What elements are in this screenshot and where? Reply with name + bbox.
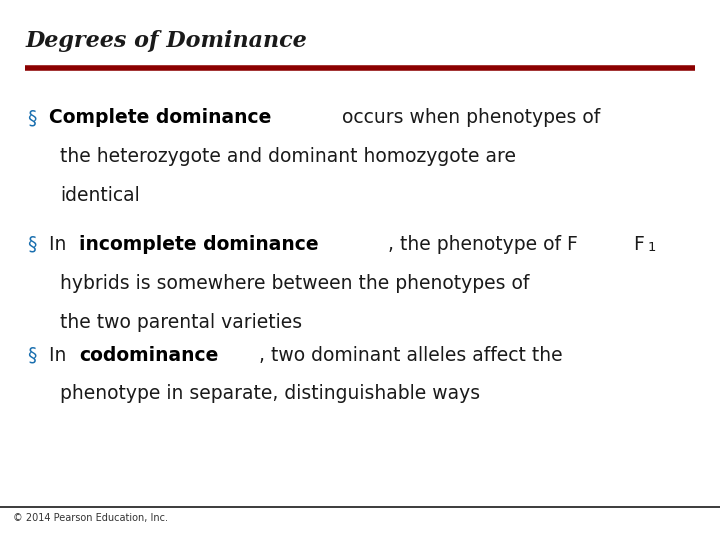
Text: Degrees of Dominance: Degrees of Dominance: [25, 30, 307, 52]
Text: §: §: [27, 108, 37, 127]
Text: codominance: codominance: [79, 346, 218, 365]
Text: 1: 1: [647, 241, 656, 254]
Text: the two parental varieties: the two parental varieties: [60, 313, 302, 332]
Text: the heterozygote and dominant homozygote are: the heterozygote and dominant homozygote…: [60, 147, 516, 166]
Text: In: In: [49, 346, 72, 365]
Text: , two dominant alleles affect the: , two dominant alleles affect the: [259, 346, 562, 365]
Text: incomplete dominance: incomplete dominance: [79, 235, 319, 254]
Text: F: F: [634, 235, 644, 254]
Text: occurs when phenotypes of: occurs when phenotypes of: [336, 108, 600, 127]
Text: §: §: [27, 346, 37, 365]
Text: identical: identical: [60, 186, 140, 205]
Text: hybrids is somewhere between the phenotypes of: hybrids is somewhere between the phenoty…: [60, 274, 529, 293]
Text: Complete dominance: Complete dominance: [49, 108, 271, 127]
Text: In: In: [49, 235, 72, 254]
Text: phenotype in separate, distinguishable ways: phenotype in separate, distinguishable w…: [60, 384, 480, 403]
Text: §: §: [27, 235, 37, 254]
Text: , the phenotype of F: , the phenotype of F: [388, 235, 578, 254]
Text: © 2014 Pearson Education, Inc.: © 2014 Pearson Education, Inc.: [13, 513, 168, 523]
